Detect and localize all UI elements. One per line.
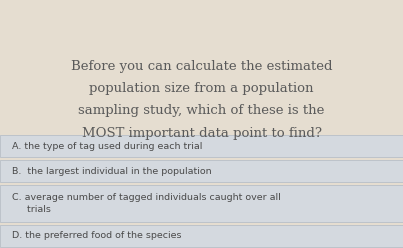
FancyBboxPatch shape: [0, 135, 403, 157]
Text: A. the type of tag used during each trial: A. the type of tag used during each tria…: [12, 142, 202, 151]
Text: sampling study, which of these is the: sampling study, which of these is the: [78, 104, 325, 118]
FancyBboxPatch shape: [0, 160, 403, 183]
Text: B.  the largest individual in the population: B. the largest individual in the populat…: [12, 167, 212, 176]
FancyBboxPatch shape: [0, 185, 403, 222]
Text: D. the preferred food of the species: D. the preferred food of the species: [12, 231, 181, 240]
Text: MOST important data point to find?: MOST important data point to find?: [81, 126, 322, 139]
Text: population size from a population: population size from a population: [89, 83, 314, 95]
Text: Before you can calculate the estimated: Before you can calculate the estimated: [71, 61, 332, 73]
Text: C. average number of tagged individuals caught over all
     trials: C. average number of tagged individuals …: [12, 193, 281, 214]
FancyBboxPatch shape: [0, 225, 403, 247]
